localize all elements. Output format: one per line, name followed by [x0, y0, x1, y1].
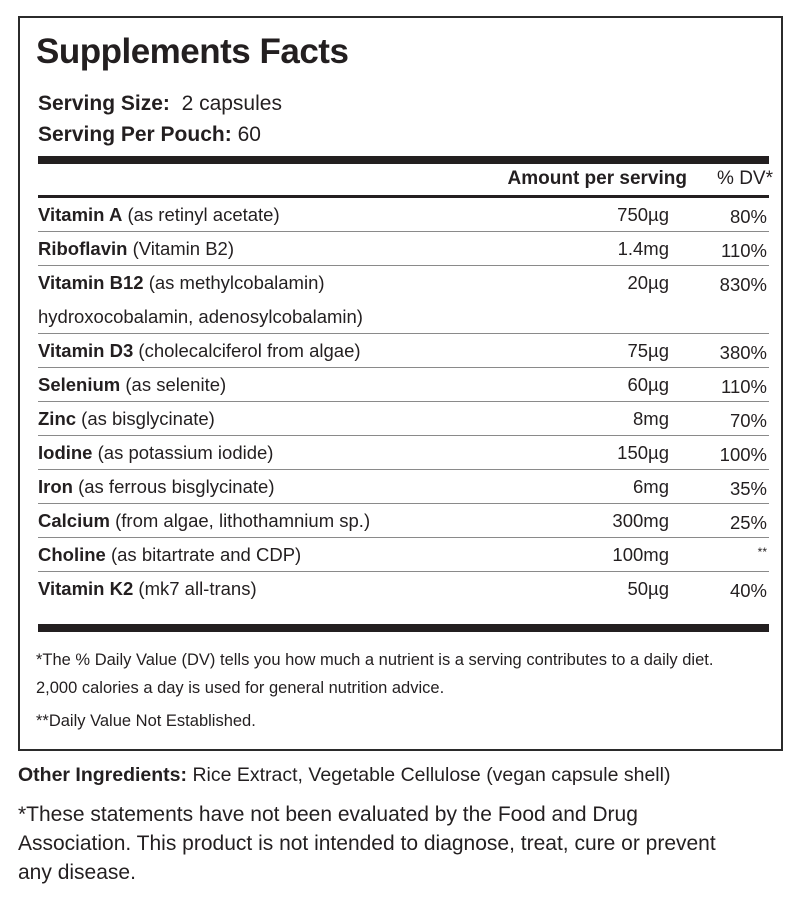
- nutrient-name: Vitamin A: [38, 204, 123, 225]
- nutrient-detail: (as potassium iodide): [97, 442, 274, 463]
- header-divider: [38, 195, 769, 198]
- nutrient-name: Zinc: [38, 408, 77, 429]
- nutrient-amount: 150µg: [617, 442, 669, 463]
- nutrient-detail: (as retinyl acetate): [127, 204, 280, 225]
- nutrient-name-cell: Vitamin K2 (mk7 all-trans): [38, 578, 257, 600]
- nutrient-name: Selenium: [38, 374, 121, 395]
- nutrient-table: Vitamin A (as retinyl acetate) 750µg 80%…: [38, 198, 769, 605]
- servings-per-pouch: Serving Per Pouch: 60: [38, 123, 261, 147]
- nutrient-name-cell: Selenium (as selenite): [38, 374, 226, 396]
- table-row: Calcium (from algae, lithothamnium sp.) …: [38, 504, 769, 538]
- nutrient-dv: 35%: [729, 478, 767, 499]
- nutrient-amount: 8mg: [633, 408, 669, 429]
- panel-title: Supplements Facts: [36, 32, 349, 71]
- nutrient-dv: **: [757, 545, 767, 559]
- nutrient-detail: (Vitamin B2): [132, 238, 235, 259]
- nutrient-name-cell: Vitamin A (as retinyl acetate): [38, 204, 280, 226]
- nutrient-name-cell: Zinc (as bisglycinate): [38, 408, 215, 430]
- table-row: Zinc (as bisglycinate) 8mg 70%: [38, 402, 769, 436]
- nutrient-detail-continued: hydroxocobalamin, adenosylcobalamin): [38, 306, 363, 327]
- nutrient-detail: (from algae, lithothamnium sp.): [115, 510, 371, 531]
- other-ingredients: Other Ingredients: Rice Extract, Vegetab…: [18, 764, 670, 787]
- nutrient-dv: 380%: [719, 342, 767, 363]
- dv-column-header: % DV*: [717, 168, 773, 189]
- serving-size-label: Serving Size:: [38, 92, 170, 115]
- table-row: Vitamin K2 (mk7 all-trans) 50µg 40%: [38, 572, 769, 605]
- amount-column-header: Amount per serving: [507, 168, 687, 189]
- nutrient-name: Vitamin K2: [38, 578, 134, 599]
- nutrient-amount: 60µg: [627, 374, 669, 395]
- other-ingredients-label: Other Ingredients:: [18, 764, 188, 786]
- nutrient-dv: 40%: [729, 580, 767, 601]
- nutrient-amount: 6mg: [633, 476, 669, 497]
- supplement-facts-panel: Supplements Facts Serving Size: 2 capsul…: [18, 16, 783, 751]
- nutrient-dv: 110%: [721, 240, 767, 261]
- nutrient-amount: 50µg: [627, 578, 669, 599]
- other-ingredients-value: Rice Extract, Vegetable Cellulose (vegan…: [192, 764, 671, 786]
- nutrient-detail: (as methylcobalamin): [148, 272, 325, 293]
- nutrient-amount: 100mg: [612, 544, 669, 565]
- nutrient-dv: 110%: [721, 376, 767, 397]
- not-established-footnote: **Daily Value Not Established.: [36, 712, 256, 730]
- nutrient-detail: (as selenite): [125, 374, 227, 395]
- nutrient-name-cell: Riboflavin (Vitamin B2): [38, 238, 234, 260]
- nutrient-dv: 100%: [719, 444, 767, 465]
- nutrient-name-cell: Vitamin D3 (cholecalciferol from algae): [38, 340, 361, 362]
- daily-value-footnote: *The % Daily Value (DV) tells you how mu…: [36, 651, 714, 697]
- table-row: Vitamin A (as retinyl acetate) 750µg 80%: [38, 198, 769, 232]
- nutrient-detail: (as bisglycinate): [81, 408, 215, 429]
- nutrient-dv: 80%: [729, 206, 767, 227]
- nutrient-amount: 20µg: [627, 272, 669, 293]
- nutrient-dv: 830%: [719, 274, 767, 295]
- table-row: Vitamin D3 (cholecalciferol from algae) …: [38, 334, 769, 368]
- serving-size-value: 2 capsules: [181, 92, 282, 115]
- nutrient-name-cell: Iodine (as potassium iodide): [38, 442, 273, 464]
- nutrient-name: Calcium: [38, 510, 110, 531]
- nutrient-detail: (as ferrous bisglycinate): [78, 476, 275, 497]
- table-row: Iodine (as potassium iodide) 150µg 100%: [38, 436, 769, 470]
- servings-per-pouch-label: Serving Per Pouch:: [38, 123, 232, 146]
- fda-disclaimer: *These statements have not been evaluate…: [18, 803, 716, 884]
- nutrient-name: Riboflavin: [38, 238, 128, 259]
- nutrient-name: Iodine: [38, 442, 93, 463]
- nutrient-detail: (cholecalciferol from algae): [138, 340, 361, 361]
- nutrient-amount: 300mg: [612, 510, 669, 531]
- servings-per-pouch-value: 60: [237, 123, 261, 146]
- nutrient-name-cell: Iron (as ferrous bisglycinate): [38, 476, 274, 498]
- nutrient-name: Vitamin B12: [38, 272, 144, 293]
- nutrient-dv: 25%: [729, 512, 767, 533]
- nutrient-amount: 750µg: [617, 204, 669, 225]
- table-row: Vitamin B12 (as methylcobalamin) hydroxo…: [38, 266, 769, 334]
- nutrient-dv: 70%: [729, 410, 767, 431]
- nutrient-amount: 1.4mg: [617, 238, 669, 259]
- serving-size: Serving Size: 2 capsules: [38, 92, 282, 116]
- top-thick-divider: [38, 156, 769, 164]
- nutrient-amount: 75µg: [627, 340, 669, 361]
- bottom-thick-divider: [38, 624, 769, 632]
- nutrient-name: Vitamin D3: [38, 340, 134, 361]
- nutrient-detail: (mk7 all-trans): [138, 578, 257, 599]
- table-row: Choline (as bitartrate and CDP) 100mg **: [38, 538, 769, 572]
- nutrient-detail: (as bitartrate and CDP): [110, 544, 302, 565]
- nutrient-name-cell: Vitamin B12 (as methylcobalamin): [38, 272, 325, 294]
- nutrient-name: Choline: [38, 544, 106, 565]
- table-row: Iron (as ferrous bisglycinate) 6mg 35%: [38, 470, 769, 504]
- nutrient-name-cell: Choline (as bitartrate and CDP): [38, 544, 301, 566]
- nutrient-name: Iron: [38, 476, 73, 497]
- table-row: Selenium (as selenite) 60µg 110%: [38, 368, 769, 402]
- nutrient-name-cell: Calcium (from algae, lithothamnium sp.): [38, 510, 370, 532]
- table-row: Riboflavin (Vitamin B2) 1.4mg 110%: [38, 232, 769, 266]
